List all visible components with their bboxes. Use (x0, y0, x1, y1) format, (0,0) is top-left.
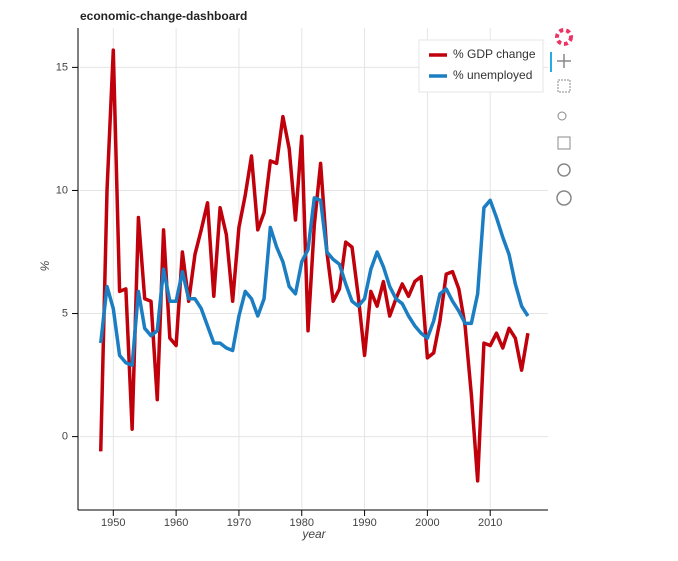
legend: % GDP change % unemployed (418, 39, 544, 93)
x-tick-label: 2000 (415, 517, 439, 529)
x-tick-label: 2010 (478, 517, 502, 529)
y-tick-label: 5 (62, 307, 68, 319)
series-line (98, 48, 530, 483)
toolbar (550, 28, 573, 206)
box-zoom-tool[interactable] (557, 79, 571, 93)
bokeh-logo[interactable] (555, 28, 573, 46)
series-line (98, 196, 530, 367)
wheel-zoom-tool[interactable] (557, 111, 567, 121)
x-axis-label: year (301, 527, 326, 541)
pan-tool[interactable] (557, 54, 571, 68)
x-tick-label: 1960 (164, 517, 188, 529)
y-tick-label: 0 (62, 431, 68, 443)
x-tick-label: 1950 (101, 517, 125, 529)
legend-label: % unemployed (453, 68, 532, 82)
help-tool[interactable] (556, 190, 572, 206)
chart-title: economic-change-dashboard (80, 9, 247, 23)
y-tick-label: 10 (56, 184, 68, 196)
x-tick-label: 1970 (227, 517, 251, 529)
legend-box (418, 39, 544, 93)
x-tick-label: 1980 (290, 517, 314, 529)
y-tick-label: 15 (56, 61, 68, 73)
reset-tool[interactable] (557, 163, 571, 177)
x-tick-label: 1990 (352, 517, 376, 529)
grid (80, 28, 548, 508)
y-axis-label: % (38, 260, 52, 271)
legend-label: % GDP change (453, 47, 536, 61)
save-tool[interactable] (557, 136, 571, 150)
